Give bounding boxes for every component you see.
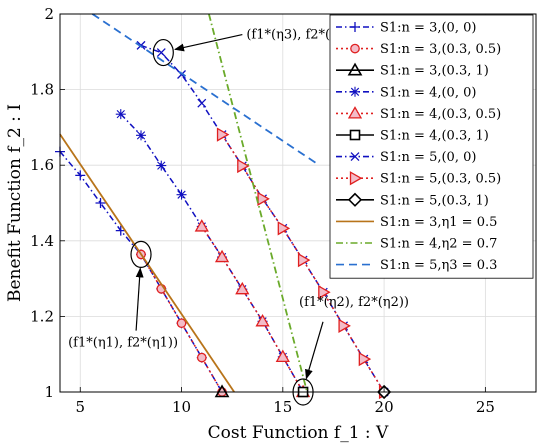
x-tick-label: 10 [172,398,191,416]
legend: S1:n = 3,(0, 0) S1:n = 3,(0.3, 0.5) S1:n =… [329,14,534,279]
annotation-arrow [305,321,324,380]
series-line [208,13,308,393]
y-tick-label: 1 [44,383,54,401]
legend-item: S1:n = 5,η3 = 0.3 [336,258,497,273]
legend-item: S1:n = 3,η1 = 0.5 [336,215,497,230]
data-point [75,170,86,181]
legend-label: S1:n = 3,(0.3, 1) [380,64,489,79]
legend-item: S1:n = 4,η2 = 0.7 [336,237,497,252]
data-point [235,281,250,295]
legend-item: S1:n = 5,(0.3, 1) [336,192,489,208]
y-tick-label: 1.4 [30,232,54,250]
data-point [95,198,106,208]
data-point [275,349,290,362]
data-point [349,129,361,141]
data-point [255,314,270,327]
x-tick-label: 20 [375,398,394,416]
data-point [136,130,147,141]
data-point [347,192,363,207]
legend-label: S1:n = 5,(0.3, 1) [380,193,489,208]
x-tick-label: 5 [75,398,85,416]
data-point [257,191,270,206]
data-point [196,352,207,363]
annotation: (f1*(η1), f2*(η1)) [68,267,178,351]
series-line [221,134,385,393]
data-point [349,171,363,186]
series-line [201,225,304,393]
data-point [350,86,360,97]
data-point [297,252,311,268]
data-point [197,98,207,108]
legend-label: S1:n = 4,(0.3, 0.5) [380,107,501,122]
data-point [347,106,363,119]
legend-label: S1:n = 4,(0.3, 1) [380,129,489,144]
legend-item: S1:n = 3,(0, 0) [336,21,476,36]
legend-label: S1:n = 3,(0, 0) [380,21,476,36]
data-point [216,127,230,142]
legend-item: S1:n = 4,(0.3, 1) [336,129,489,144]
x-axis-title: Cost Function f_1 : V [208,423,389,443]
y-tick-label: 1.6 [30,156,54,174]
annotation-arrow [135,267,144,331]
legend-item: S1:n = 5,(0.3, 0.5) [336,171,501,187]
series-s1-n-3-0-3-1 [214,384,230,398]
legend-label: S1:n = 3,η1 = 0.5 [380,215,497,230]
legend-label: S1:n = 4,η2 = 0.7 [380,237,497,252]
series-line [120,113,304,393]
series-line [91,13,320,166]
data-point [358,351,372,367]
legend-item: S1:n = 4,(0.3, 0.5) [336,106,501,122]
data-point [194,219,209,232]
data-point [338,318,351,333]
data-point [214,249,230,263]
plot-frame [59,13,537,393]
data-point [350,22,360,32]
data-point [350,152,360,162]
data-point [156,48,166,58]
annotation-label: (f1*(η1), f2*(η1)) [68,336,178,351]
series-line [140,254,223,393]
annotation: (f1*(η2), f2*(η2)) [299,295,409,380]
data-point [277,221,291,236]
series-s1-n-3-1-0-5 [59,133,235,393]
series-line [59,133,235,393]
legend-item: S1:n = 3,(0.3, 1) [336,62,489,79]
data-point [350,43,360,54]
legend-box [329,14,534,279]
y-tick-label: 1.8 [30,81,54,99]
annotations: (f1*(η3), f2*(η3)) (f1*(η1), f2*(η1)) (f1*… [68,28,409,380]
ticks: 5 10 15 20 25 1 1.2 1.4 1.6 1.8 2 [30,5,495,416]
data-point [176,318,187,329]
data-point [115,109,126,120]
y-axis-title: Benefit Function f_2 : I [5,104,25,302]
y-tick-label: 2 [44,5,54,23]
legend-item: S1:n = 4,(0, 0) [336,85,476,100]
data-point [214,384,230,398]
legend-label: S1:n = 3,(0.3, 0.5) [380,42,501,57]
y-tick-label: 1.2 [30,307,54,325]
x-tick-label: 25 [476,398,495,416]
legend-label: S1:n = 5,(0, 0) [380,150,476,165]
annotation: (f1*(η3), f2*(η3)) [174,28,356,52]
annotation-label: (f1*(η3), f2*(η3)) [246,28,356,43]
legend-label: S1:n = 5,(0.3, 0.5) [380,172,501,187]
data-point [237,158,250,174]
legend-item: S1:n = 3,(0.3, 0.5) [336,42,501,57]
data-point [176,189,187,200]
legend-label: S1:n = 4,(0, 0) [380,85,476,100]
annotation-arrow [174,33,243,52]
highlight-circle [152,38,174,67]
legend-label: S1:n = 5,η3 = 0.3 [380,258,497,273]
legend-item: S1:n = 5,(0, 0) [336,150,476,165]
data-point [156,160,167,171]
data-point [318,285,331,300]
series-s1-n-5-3-0-3 [91,13,320,166]
annotation-label: (f1*(η2), f2*(η2)) [299,295,409,310]
data-point [347,62,363,76]
series-s1-n-4-2-0-7 [208,13,308,393]
x-tick-label: 15 [273,398,292,416]
